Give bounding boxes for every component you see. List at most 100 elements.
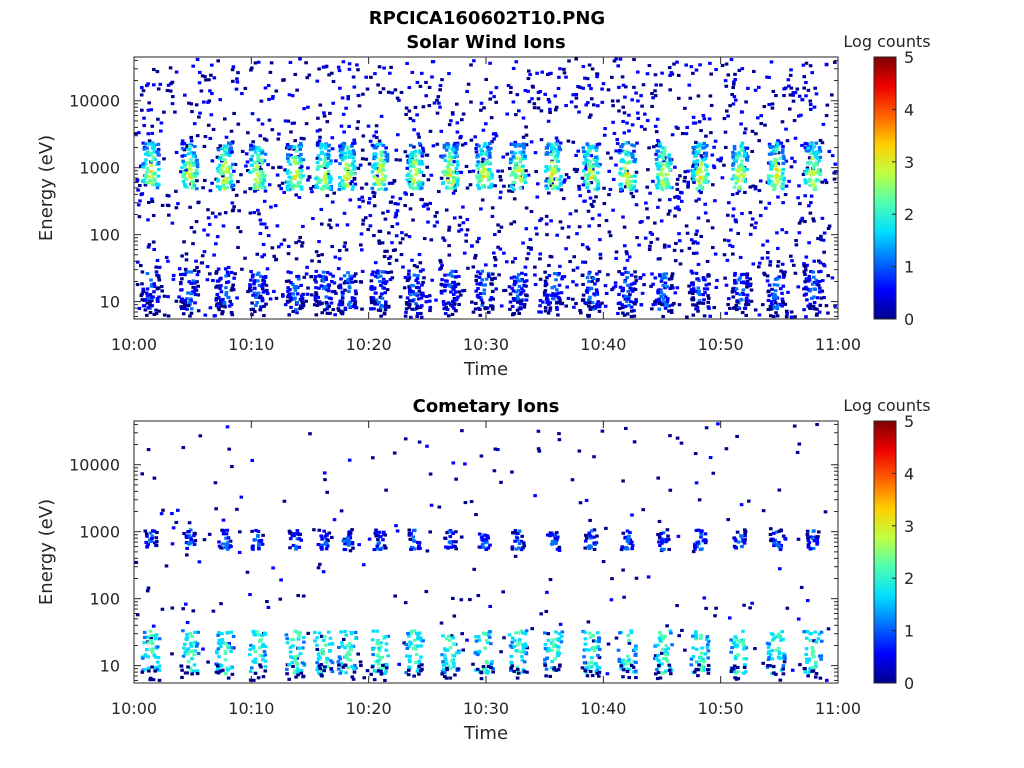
- heatmap-cell: [360, 195, 364, 199]
- heatmap-cell: [329, 184, 334, 188]
- heatmap-cell: [370, 186, 375, 190]
- heatmap-cell: [654, 162, 659, 166]
- heatmap-cell: [344, 248, 349, 252]
- heatmap-cell: [524, 125, 528, 129]
- heatmap-cell: [196, 269, 201, 273]
- heatmap-cell: [295, 311, 299, 315]
- heatmap-cell: [141, 656, 145, 660]
- heatmap-cell: [344, 671, 348, 675]
- heatmap-cell: [145, 272, 150, 276]
- heatmap-cell: [333, 313, 337, 317]
- heatmap-cell: [405, 178, 409, 182]
- heatmap-cell: [187, 168, 192, 172]
- heatmap-cell: [691, 174, 695, 178]
- heatmap-cell: [154, 308, 158, 312]
- heatmap-cell: [667, 153, 672, 157]
- heatmap-cell: [365, 87, 370, 91]
- heatmap-cell: [445, 171, 450, 175]
- heatmap-cell: [134, 132, 138, 136]
- heatmap-cell: [475, 240, 480, 244]
- heatmap-cell: [668, 73, 672, 77]
- heatmap-cell: [327, 296, 332, 300]
- heatmap-cell: [231, 79, 235, 83]
- heatmap-cell: [287, 93, 292, 97]
- heatmap-cell: [558, 220, 563, 224]
- heatmap-cell: [189, 307, 194, 311]
- heatmap-cell: [555, 288, 559, 292]
- heatmap-cell: [239, 173, 243, 177]
- heatmap-cell: [151, 147, 156, 151]
- heatmap-cell: [544, 146, 549, 150]
- heatmap-cell: [290, 534, 295, 538]
- heatmap-cell: [249, 144, 254, 148]
- heatmap-cell: [662, 159, 666, 163]
- heatmap-cell: [740, 159, 744, 163]
- heatmap-cell: [802, 262, 806, 266]
- heatmap-cell: [317, 671, 321, 675]
- heatmap-cell: [142, 630, 147, 634]
- heatmap-cell: [647, 146, 651, 150]
- heatmap-cell: [793, 160, 797, 164]
- heatmap-cell: [290, 155, 295, 159]
- heatmap-cell: [316, 254, 321, 258]
- heatmap-cell: [253, 148, 257, 152]
- heatmap-cell: [444, 208, 449, 212]
- heatmap-cell: [258, 159, 262, 163]
- heatmap-cell: [420, 152, 425, 156]
- heatmap-cell: [626, 283, 630, 287]
- heatmap-cell: [405, 61, 409, 65]
- heatmap-cell: [443, 273, 447, 277]
- heatmap-cell: [475, 163, 479, 167]
- heatmap-cell: [777, 275, 781, 279]
- heatmap-cell: [610, 288, 614, 292]
- heatmap-cell: [229, 179, 234, 183]
- heatmap-cell: [195, 644, 199, 648]
- heatmap-cell: [512, 181, 517, 185]
- heatmap-cell: [581, 282, 585, 286]
- heatmap-cell: [585, 77, 590, 81]
- heatmap-cell: [446, 177, 450, 181]
- heatmap-cell: [145, 589, 150, 593]
- heatmap-cell: [731, 102, 736, 106]
- heatmap-cell: [235, 296, 239, 300]
- heatmap-cell: [227, 642, 231, 646]
- heatmap-cell: [206, 216, 211, 220]
- heatmap-cell: [419, 311, 423, 315]
- heatmap-cell: [219, 546, 223, 550]
- heatmap-cell: [221, 532, 226, 536]
- heatmap-cell: [438, 259, 442, 263]
- heatmap-cell: [548, 165, 552, 169]
- heatmap-cell: [140, 298, 145, 302]
- heatmap-cell: [443, 283, 448, 287]
- heatmap-cell: [505, 152, 510, 156]
- heatmap-cell: [414, 292, 418, 296]
- heatmap-cell: [627, 641, 632, 645]
- heatmap-cell: [322, 471, 327, 475]
- heatmap-cell: [306, 105, 310, 109]
- heatmap-cell: [406, 272, 411, 276]
- heatmap-cell: [452, 296, 457, 300]
- heatmap-cell: [522, 280, 527, 284]
- heatmap-cell: [357, 104, 362, 108]
- heatmap-cell: [332, 191, 336, 195]
- heatmap-cell: [474, 513, 478, 517]
- heatmap-cell: [322, 177, 327, 181]
- heatmap-cell: [134, 560, 139, 564]
- heatmap-cell: [350, 528, 354, 532]
- heatmap-cell: [252, 211, 257, 215]
- heatmap-cell: [257, 547, 261, 551]
- heatmap-cell: [367, 537, 372, 541]
- heatmap-cell: [596, 104, 600, 108]
- heatmap-cell: [557, 438, 562, 442]
- heatmap-cell: [322, 638, 326, 642]
- heatmap-cell: [472, 59, 476, 63]
- heatmap-cell: [521, 164, 525, 168]
- heatmap-cell: [665, 303, 669, 307]
- heatmap-cell: [645, 207, 649, 211]
- heatmap-cell: [663, 148, 667, 152]
- heatmap-cell: [464, 164, 469, 168]
- heatmap-cell: [292, 532, 296, 536]
- heatmap-cell: [223, 180, 228, 184]
- heatmap-cell: [701, 276, 706, 280]
- heatmap-cell: [544, 169, 548, 173]
